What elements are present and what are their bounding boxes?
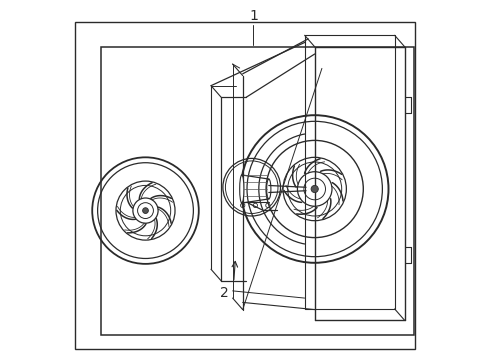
Circle shape (142, 208, 148, 213)
Ellipse shape (266, 179, 270, 199)
Text: 1: 1 (248, 9, 257, 23)
Circle shape (310, 185, 318, 193)
Bar (101, 47, 413, 335)
Text: 2: 2 (220, 287, 228, 300)
Ellipse shape (239, 175, 244, 203)
